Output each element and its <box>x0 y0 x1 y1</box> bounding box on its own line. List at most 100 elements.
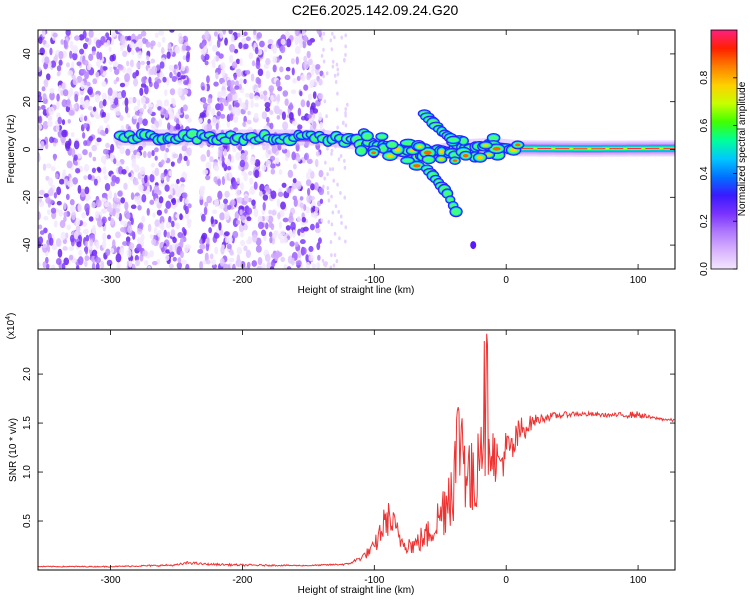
noise-speckle <box>62 89 69 97</box>
noise-speckle <box>63 257 70 266</box>
noise-speckle <box>309 223 315 231</box>
noise-speckle <box>61 82 66 90</box>
noise-speckle <box>181 226 186 233</box>
noise-speckle <box>249 156 256 165</box>
noise-speckle <box>83 228 89 235</box>
noise-speckle <box>336 67 340 72</box>
noise-speckle <box>83 122 88 129</box>
noise-speckle <box>86 64 92 71</box>
noise-speckle <box>38 106 42 111</box>
noise-speckle <box>254 95 260 101</box>
noise-speckle <box>73 140 80 150</box>
noise-speckle <box>187 83 192 90</box>
noise-speckle <box>137 49 143 59</box>
noise-speckle <box>312 120 317 130</box>
noise-speckle <box>82 132 86 139</box>
noise-speckle <box>61 99 68 108</box>
y-tick-label: 1.5 <box>22 416 33 430</box>
noise-speckle <box>55 101 60 110</box>
noise-speckle <box>150 58 156 64</box>
snr-background <box>38 330 675 570</box>
noise-speckle <box>187 220 192 229</box>
noise-speckle <box>248 197 252 203</box>
noise-speckle <box>212 209 218 214</box>
noise-speckle <box>323 261 327 266</box>
noise-speckle <box>95 199 102 208</box>
noise-speckle <box>176 178 180 185</box>
noise-speckle <box>243 43 249 50</box>
noise-speckle <box>204 252 209 262</box>
noise-speckle <box>234 211 240 220</box>
noise-speckle <box>120 197 126 204</box>
noise-speckle <box>262 194 269 201</box>
noise-speckle <box>297 250 302 259</box>
band-blob-core <box>402 158 413 163</box>
noise-speckle <box>63 211 68 218</box>
noise-speckle <box>84 245 89 255</box>
noise-speckle <box>136 243 142 252</box>
noise-speckle <box>104 201 109 208</box>
noise-speckle <box>73 154 78 161</box>
noise-speckle <box>177 231 183 239</box>
noise-speckle <box>276 198 281 208</box>
noise-speckle <box>340 220 343 225</box>
noise-speckle <box>206 195 213 204</box>
noise-speckle <box>160 221 165 230</box>
noise-speckle <box>206 237 210 245</box>
noise-speckle <box>170 220 175 228</box>
noise-speckle <box>327 198 331 203</box>
noise-speckle <box>297 107 302 117</box>
noise-speckle <box>125 81 130 86</box>
band-blob-peak <box>492 146 501 151</box>
noise-speckle <box>101 111 107 118</box>
noise-speckle <box>300 74 306 82</box>
noise-speckle <box>61 129 68 138</box>
noise-speckle <box>68 254 74 261</box>
noise-speckle <box>292 78 298 84</box>
noise-speckle <box>205 242 210 252</box>
noise-speckle <box>156 79 162 84</box>
noise-speckle <box>281 111 286 121</box>
noise-speckle <box>331 167 335 172</box>
noise-speckle <box>320 53 324 58</box>
noise-speckle <box>140 233 145 242</box>
noise-speckle <box>294 37 299 46</box>
noise-speckle <box>216 111 222 117</box>
noise-speckle <box>80 188 86 198</box>
noise-speckle <box>274 254 279 262</box>
noise-speckle <box>137 33 143 40</box>
noise-speckle <box>137 39 143 49</box>
noise-speckle <box>88 135 94 142</box>
noise-speckle <box>282 121 289 131</box>
noise-speckle <box>180 106 184 114</box>
noise-speckle <box>251 84 258 92</box>
noise-speckle <box>202 102 209 110</box>
noise-speckle <box>298 37 303 42</box>
noise-speckle <box>221 69 226 77</box>
noise-speckle <box>139 166 146 175</box>
noise-speckle <box>56 200 62 206</box>
noise-speckle <box>132 72 137 79</box>
noise-speckle <box>246 261 251 269</box>
noise-speckle <box>231 88 236 95</box>
noise-speckle <box>322 47 325 52</box>
noise-speckle <box>129 143 136 153</box>
noise-speckle <box>72 77 79 86</box>
noise-speckle <box>228 30 233 35</box>
noise-speckle <box>165 76 170 86</box>
noise-speckle <box>250 73 255 82</box>
noise-speckle <box>334 80 338 85</box>
noise-speckle <box>169 30 175 33</box>
noise-speckle <box>82 149 88 156</box>
noise-speckle <box>41 86 46 92</box>
noise-speckle <box>219 212 225 221</box>
y-tick-label: -20 <box>22 190 33 205</box>
noise-speckle <box>228 171 233 179</box>
noise-speckle <box>247 170 253 176</box>
noise-speckle <box>67 180 74 188</box>
noise-speckle <box>38 152 41 162</box>
x-tick-label: -300 <box>101 575 121 586</box>
noise-speckle <box>232 181 238 190</box>
noise-speckle <box>265 70 271 80</box>
noise-speckle <box>149 173 155 183</box>
